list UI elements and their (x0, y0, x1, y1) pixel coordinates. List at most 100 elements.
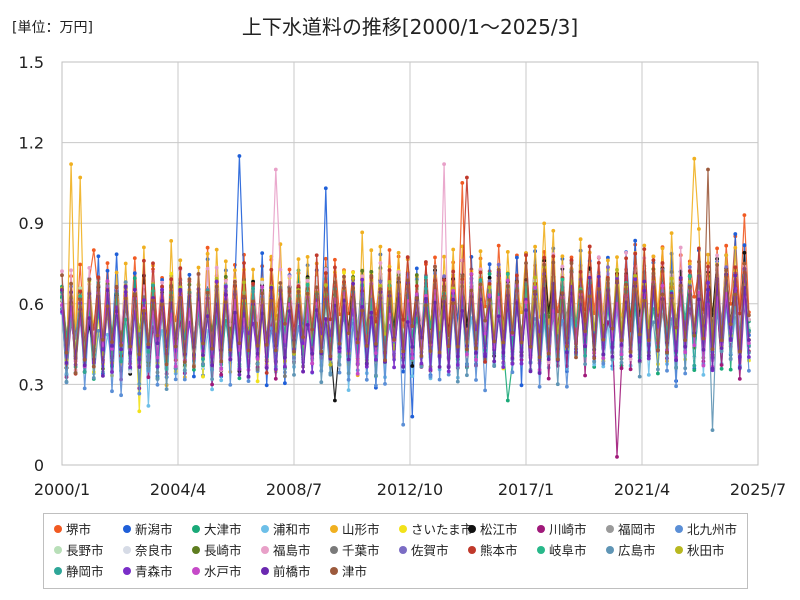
legend-marker-icon (468, 524, 476, 533)
data-point (724, 268, 729, 273)
data-point (442, 286, 446, 291)
data-point (351, 276, 355, 280)
data-point (160, 287, 165, 292)
data-point (142, 258, 146, 263)
data-point (201, 374, 205, 379)
data-point (110, 347, 114, 351)
legend-label: 千葉市 (342, 543, 380, 558)
data-point (187, 272, 192, 277)
data-point (724, 265, 729, 270)
data-point (228, 348, 233, 352)
data-point (333, 398, 337, 403)
data-point (519, 383, 524, 388)
data-point (401, 369, 406, 374)
data-point (651, 320, 656, 325)
data-point (105, 279, 110, 283)
data-point (442, 274, 446, 279)
data-point (455, 354, 460, 359)
data-point (260, 280, 265, 285)
data-point (524, 308, 528, 312)
data-point (687, 279, 692, 284)
legend-marker-icon (261, 524, 269, 533)
data-point (524, 261, 528, 265)
data-point (201, 362, 205, 366)
legend-item: 堺市 (54, 518, 123, 539)
data-point (478, 270, 483, 275)
data-point (692, 156, 697, 161)
data-point (606, 255, 610, 260)
data-point (687, 285, 692, 290)
data-point (478, 249, 483, 254)
data-point (210, 387, 215, 392)
data-point (728, 367, 733, 372)
legend-marker-icon (675, 524, 683, 533)
data-point (642, 243, 647, 248)
legend-label: 水戸市 (204, 564, 242, 579)
data-point (697, 227, 701, 231)
data-point (87, 266, 92, 270)
data-point (283, 381, 287, 386)
data-point (264, 371, 269, 375)
data-point (583, 362, 587, 366)
data-point (496, 243, 501, 248)
data-point (505, 278, 510, 283)
data-point (292, 373, 296, 377)
data-point (747, 313, 751, 318)
data-point (578, 270, 583, 274)
data-point (405, 255, 410, 260)
data-point (383, 382, 387, 386)
data-point (624, 282, 628, 287)
data-point (296, 289, 301, 294)
legend-item: 水戸市 (192, 560, 261, 581)
data-point (505, 272, 510, 276)
data-point (433, 300, 437, 305)
legend-item: 福岡市 (606, 518, 675, 539)
x-tick-label: 2012/10 (377, 480, 443, 499)
legend-label: 山形市 (342, 522, 380, 537)
legend-marker-icon (261, 566, 269, 575)
data-point (87, 316, 92, 321)
data-point (619, 343, 624, 347)
data-point (697, 297, 701, 302)
data-point (710, 366, 715, 371)
data-point (351, 286, 355, 290)
legend-item: 北九州市 (675, 518, 744, 539)
data-point (314, 308, 319, 313)
data-point (60, 269, 64, 274)
data-point (656, 371, 660, 376)
data-point (155, 364, 160, 369)
data-point (78, 294, 83, 298)
data-point (337, 341, 342, 346)
data-point (583, 373, 587, 378)
data-point (424, 294, 428, 298)
data-point (132, 256, 137, 260)
data-point (78, 289, 83, 294)
legend-item: さいたま市 (399, 518, 473, 539)
data-point (119, 359, 123, 364)
data-point (742, 250, 747, 255)
data-point (665, 368, 669, 373)
data-point (501, 365, 506, 369)
legend-marker-icon (261, 545, 269, 554)
data-point (724, 253, 729, 258)
data-point (151, 261, 155, 266)
data-point (583, 344, 587, 349)
data-point (710, 347, 715, 351)
data-point (155, 355, 160, 360)
data-point (583, 329, 587, 334)
y-axis: 0 0.3 0.6 0.9 1.2 1.5 (19, 53, 44, 475)
legend-marker-icon (537, 545, 545, 554)
data-point (401, 317, 406, 322)
data-point (687, 262, 692, 266)
data-point (264, 383, 269, 388)
legend-label: 熊本市 (480, 543, 518, 558)
data-point (328, 317, 333, 322)
legend-label: 青森市 (135, 564, 173, 579)
data-point (633, 251, 638, 256)
data-point (669, 231, 674, 236)
data-point (337, 362, 342, 367)
data-point (483, 331, 487, 336)
data-point (692, 343, 697, 348)
data-point (146, 350, 151, 354)
data-point (537, 371, 542, 375)
